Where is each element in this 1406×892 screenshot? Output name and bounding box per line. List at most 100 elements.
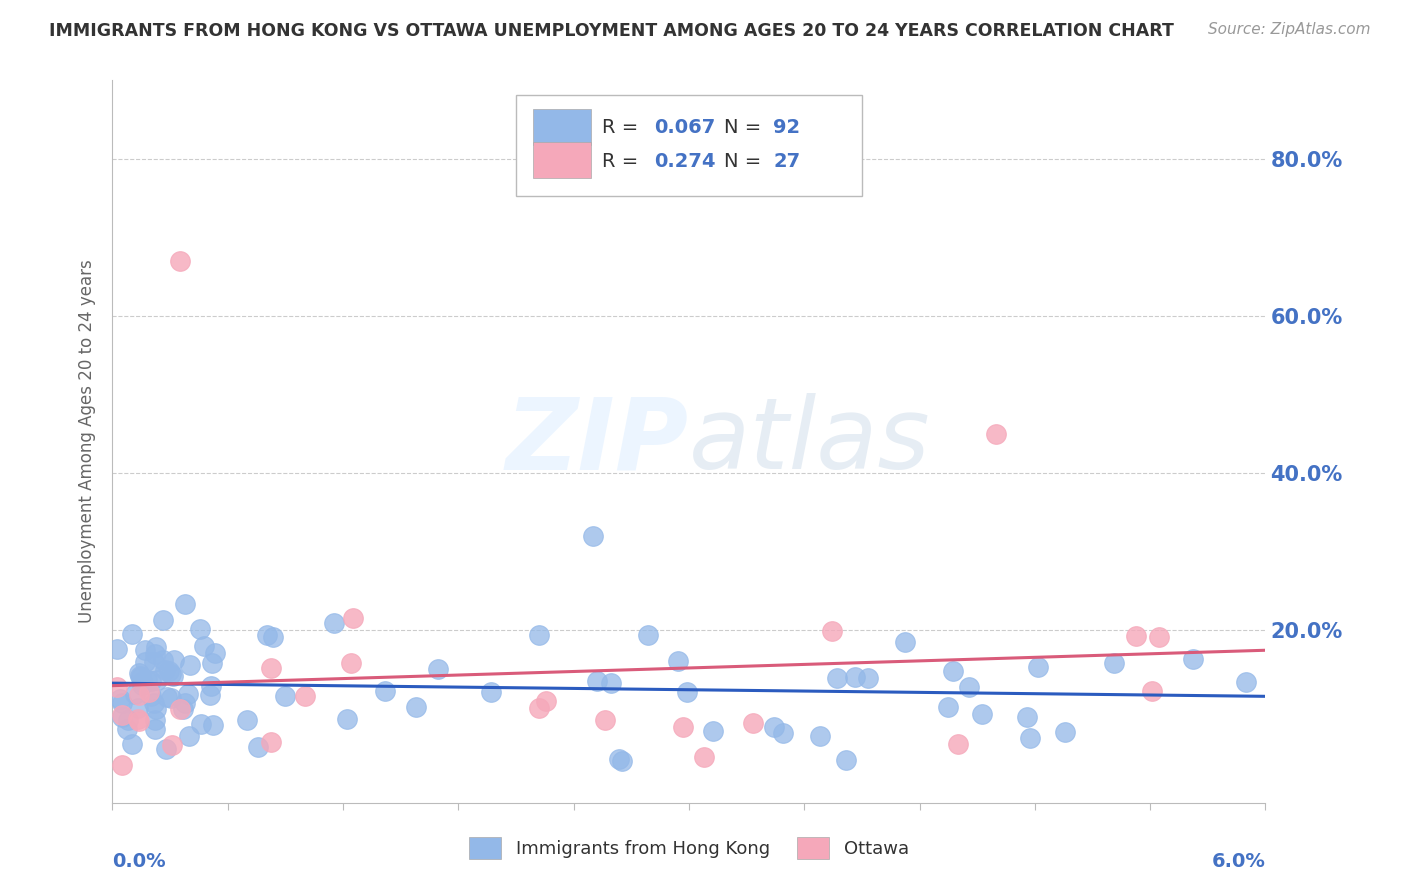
Point [138, 685, 160, 699]
Point [157, 664, 180, 678]
Point [131, 675, 153, 690]
Text: 92: 92 [773, 118, 800, 136]
Point [676, 684, 699, 698]
Text: 0.0%: 0.0% [112, 852, 166, 871]
Point [152, 613, 174, 627]
Text: atlas: atlas [689, 393, 931, 490]
Point [534, 694, 557, 708]
Point [143, 647, 166, 661]
Point [162, 738, 184, 752]
Point [143, 722, 166, 736]
Point [136, 673, 159, 688]
Point [105, 642, 128, 657]
Point [173, 702, 195, 716]
FancyBboxPatch shape [533, 142, 591, 178]
Point [134, 655, 156, 669]
Point [121, 738, 143, 752]
Point [121, 626, 143, 640]
Point [177, 729, 200, 743]
Point [141, 690, 163, 704]
Point [159, 666, 181, 681]
Point [856, 671, 879, 685]
Point [959, 681, 981, 695]
Text: 0.274: 0.274 [654, 152, 716, 170]
Point [262, 631, 284, 645]
Point [124, 687, 146, 701]
Point [1140, 683, 1163, 698]
Text: N =: N = [724, 152, 768, 170]
Point [946, 737, 969, 751]
Point [772, 725, 794, 739]
Point [198, 689, 221, 703]
Point [105, 680, 128, 694]
Point [742, 716, 765, 731]
Point [1234, 675, 1257, 690]
Text: 6.0%: 6.0% [1212, 852, 1265, 871]
FancyBboxPatch shape [533, 109, 591, 145]
Point [174, 697, 197, 711]
Point [294, 689, 316, 703]
Point [152, 653, 174, 667]
Point [702, 723, 724, 738]
Point [247, 740, 270, 755]
Point [894, 635, 917, 649]
Point [127, 700, 149, 714]
Text: 27: 27 [773, 152, 800, 170]
Point [111, 697, 134, 711]
Y-axis label: Unemployment Among Ages 20 to 24 years: Unemployment Among Ages 20 to 24 years [77, 260, 96, 624]
Point [612, 754, 634, 768]
Point [593, 713, 616, 727]
Point [108, 692, 131, 706]
Point [666, 654, 689, 668]
Point [162, 668, 184, 682]
Point [163, 653, 186, 667]
Point [128, 714, 150, 728]
Point [190, 716, 212, 731]
Point [134, 642, 156, 657]
Point [128, 665, 150, 680]
Point [986, 426, 1008, 441]
Point [145, 702, 167, 716]
Text: 0.067: 0.067 [654, 118, 716, 136]
Point [142, 696, 165, 710]
Point [527, 628, 550, 642]
Point [159, 690, 181, 705]
Point [427, 662, 450, 676]
Point [335, 712, 357, 726]
Point [111, 707, 134, 722]
Text: Source: ZipAtlas.com: Source: ZipAtlas.com [1208, 22, 1371, 37]
Point [129, 670, 152, 684]
Point [342, 611, 364, 625]
Point [131, 678, 153, 692]
Point [256, 628, 278, 642]
Point [201, 718, 224, 732]
Point [834, 753, 856, 767]
Text: R =: R = [603, 118, 645, 136]
Point [479, 684, 502, 698]
Point [1147, 631, 1170, 645]
Point [142, 656, 165, 670]
Point [143, 713, 166, 727]
Point [599, 675, 621, 690]
Point [129, 669, 152, 683]
Point [586, 673, 609, 688]
Point [193, 639, 215, 653]
Point [936, 700, 959, 714]
Point [155, 742, 177, 756]
Point [260, 661, 283, 675]
Text: ZIP: ZIP [506, 393, 689, 490]
Text: N =: N = [724, 118, 768, 136]
Point [1018, 731, 1040, 745]
Point [146, 673, 169, 687]
Point [127, 712, 149, 726]
Point [672, 721, 695, 735]
Point [169, 253, 191, 268]
Point [273, 689, 295, 703]
Point [637, 628, 659, 642]
Point [117, 713, 139, 727]
Point [323, 616, 346, 631]
Point [179, 658, 201, 673]
Point [128, 689, 150, 703]
Point [1182, 652, 1205, 666]
Point [970, 707, 993, 722]
